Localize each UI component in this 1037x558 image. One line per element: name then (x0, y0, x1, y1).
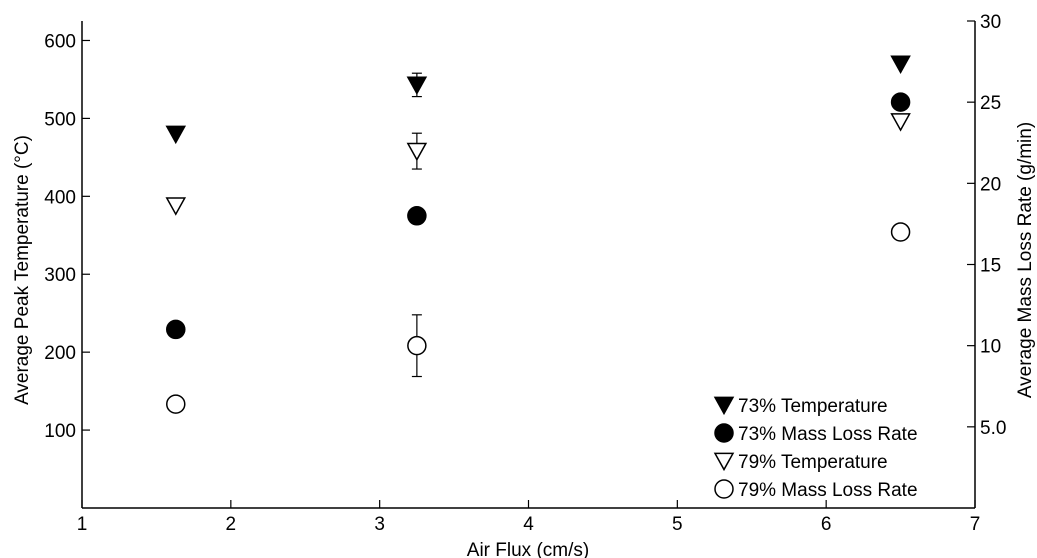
data-point (166, 394, 186, 414)
data-point (407, 206, 427, 226)
x-tick-label: 6 (821, 514, 832, 535)
ticks: 1 2 3 4 5 6 7 100 200 300 400 500 600 5.0 10 15 20 25 30 (44, 12, 1006, 535)
y2-tick-label: 20 (980, 174, 1001, 195)
data-point (890, 92, 911, 112)
legend: 73% Temperature 73% Mass Loss Rate 79% Tem… (713, 396, 918, 501)
y2-tick-label: 10 (980, 337, 1001, 358)
x-tick-label: 5 (672, 514, 683, 535)
data-point (890, 113, 911, 132)
data-point (890, 222, 911, 242)
y-tick-label: 500 (44, 109, 76, 130)
legend-marker (713, 396, 735, 416)
data-point (406, 76, 428, 95)
legend-label: 79% Temperature (738, 452, 888, 473)
data-marks (165, 55, 911, 414)
y2-tick-label: 5.0 (980, 418, 1006, 439)
data-point (406, 142, 428, 162)
x-tick-label: 4 (523, 514, 534, 535)
y2-tick-label: 30 (980, 12, 1001, 33)
data-point (407, 335, 427, 356)
legend-marker (713, 452, 735, 472)
y2-axis-label: Average Mass Loss Rate (g/min) (1015, 122, 1036, 398)
x-tick-label: 7 (970, 514, 981, 535)
x-tick-label: 3 (374, 514, 385, 535)
y-tick-label: 600 (44, 31, 76, 52)
legend-label: 73% Mass Loss Rate (738, 424, 918, 445)
y-tick-label: 200 (44, 343, 76, 364)
data-point (165, 197, 187, 216)
data-point (890, 55, 911, 74)
legend-label: 73% Temperature (738, 396, 888, 417)
legend-marker (714, 423, 734, 443)
y-tick-label: 100 (44, 421, 76, 442)
x-tick-label: 2 (226, 514, 237, 535)
y2-tick-label: 15 (980, 256, 1001, 277)
legend-marker (714, 479, 734, 499)
y2-tick-label: 25 (980, 93, 1001, 114)
legend-label: 79% Mass Loss Rate (738, 480, 918, 501)
x-axis-label: Air Flux (cm/s) (467, 540, 589, 558)
data-point (166, 319, 186, 340)
data-point (165, 125, 187, 145)
y-tick-label: 300 (44, 265, 76, 286)
y-axis-label: Average Peak Temperature (°C) (12, 135, 33, 405)
y-tick-label: 400 (44, 187, 76, 208)
x-tick-label: 1 (77, 514, 88, 535)
